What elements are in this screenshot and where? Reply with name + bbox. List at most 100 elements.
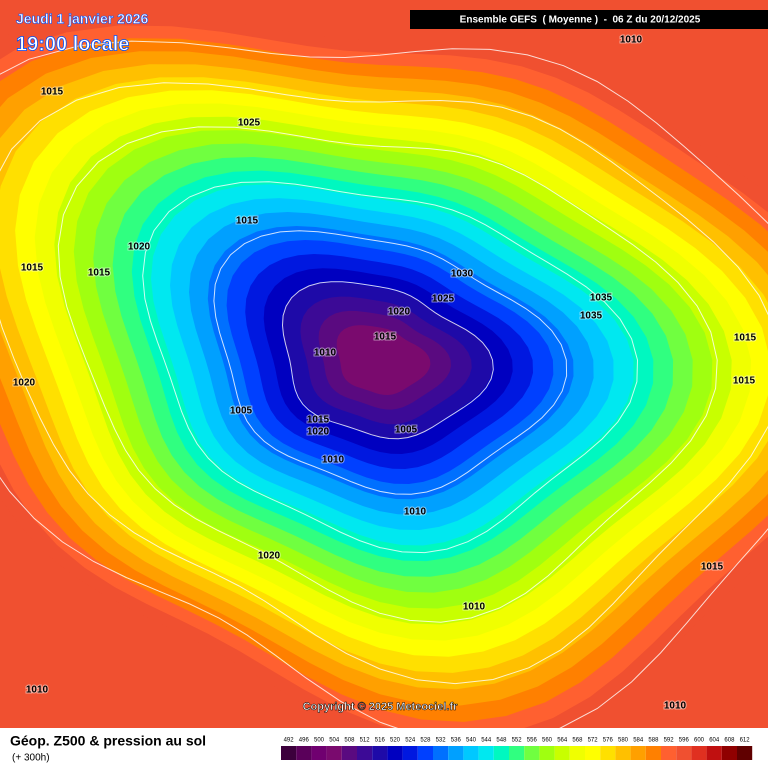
scale-label: 500 — [314, 738, 325, 744]
scale-label: 504 — [329, 738, 340, 744]
scale-swatch — [737, 746, 753, 760]
isobar-label: 1010 — [664, 701, 687, 712]
scale-swatch — [691, 746, 707, 760]
scale-label: 576 — [603, 738, 614, 744]
scale-swatch — [539, 746, 555, 760]
scale-label: 512 — [360, 738, 371, 744]
scale-swatch — [585, 746, 601, 760]
scale-label: 516 — [375, 738, 386, 744]
scale-swatch — [433, 746, 449, 760]
isobar-label: 1015 — [701, 562, 724, 573]
scale-label: 600 — [694, 738, 705, 744]
scale-label: 552 — [512, 738, 523, 744]
scale-swatch — [341, 746, 357, 760]
isobar-label: 1035 — [590, 293, 613, 304]
isobar-line — [281, 281, 494, 440]
forecast-date: Jeudi 1 janvier 2026 — [16, 11, 149, 27]
isobar-label: 1020 — [258, 551, 281, 562]
run-box — [410, 10, 768, 29]
scale-swatch — [448, 746, 464, 760]
forecast-time: 19:00 locale — [16, 33, 129, 55]
isobar-line — [0, 40, 768, 745]
isobar-label: 1015 — [88, 268, 111, 279]
scale-label: 532 — [436, 738, 447, 744]
isobar-label: 1015 — [374, 332, 397, 343]
isobar-label: 1010 — [463, 602, 486, 613]
isobar-label: 1015 — [41, 87, 64, 98]
scale-label: 508 — [344, 738, 355, 744]
isobar-label: 1015 — [733, 376, 756, 387]
scale-swatch — [372, 746, 388, 760]
scale-swatch — [645, 746, 661, 760]
isobar-label: 1015 — [307, 415, 330, 426]
scale-label: 520 — [390, 738, 401, 744]
isobar-line — [57, 126, 718, 623]
scale-swatch — [493, 746, 509, 760]
legend-title: Géop. Z500 & pression au sol — [10, 733, 206, 749]
isobar-line — [0, 82, 768, 685]
scale-swatch — [357, 746, 373, 760]
scale-swatch — [615, 746, 631, 760]
scale-label: 592 — [664, 738, 675, 744]
scale-label: 572 — [588, 738, 599, 744]
scale-label: 556 — [527, 738, 538, 744]
scale-swatch — [600, 746, 616, 760]
scale-label: 596 — [679, 738, 690, 744]
isobar-label: 1005 — [395, 425, 418, 436]
scale-label: 580 — [618, 738, 629, 744]
scale-label: 548 — [496, 738, 507, 744]
isobar-line — [213, 230, 568, 495]
scale-label: 544 — [481, 738, 492, 744]
isobar-label: 1015 — [236, 216, 259, 227]
legend-subtitle: (+ 300h) — [12, 753, 50, 764]
scale-swatch — [296, 746, 312, 760]
scale-swatch — [402, 746, 418, 760]
scale-swatch — [478, 746, 494, 760]
isobar-line — [142, 181, 639, 554]
isobar-label: 1010 — [322, 455, 345, 466]
scale-swatch — [721, 746, 737, 760]
isobar-label: 1010 — [404, 507, 427, 518]
scale-swatch — [387, 746, 403, 760]
scale-swatch — [326, 746, 342, 760]
scale-swatch — [661, 746, 677, 760]
scale-label: 584 — [633, 738, 644, 744]
isobar-label: 1020 — [307, 427, 330, 438]
scale-label: 612 — [740, 738, 751, 744]
scale-label: 564 — [557, 738, 568, 744]
scale-swatch — [630, 746, 646, 760]
scale-label: 528 — [420, 738, 431, 744]
isobar-label: 1015 — [21, 263, 44, 274]
scale-swatch — [509, 746, 525, 760]
scale-label: 604 — [709, 738, 720, 744]
scale-swatch — [417, 746, 433, 760]
scale-label: 540 — [466, 738, 477, 744]
isobar-label: 1010 — [620, 35, 643, 46]
scale-swatch — [706, 746, 722, 760]
isobar-label: 1010 — [314, 348, 337, 359]
isobar-lines — [0, 40, 768, 745]
color-scale: 492 496 500 504 508 512 516 520 524 528 532 536 540 5… — [281, 738, 753, 760]
field-level — [336, 325, 431, 395]
scale-label: 560 — [542, 738, 553, 744]
isobar-label: 1030 — [451, 269, 474, 280]
isobar-label: 1035 — [580, 311, 603, 322]
isobar-label: 1010 — [26, 685, 49, 696]
scale-swatch — [676, 746, 692, 760]
run-info: Ensemble GEFS ( Moyenne ) - 06 Z du 20/1… — [460, 15, 701, 26]
isobar-label: 1020 — [128, 242, 151, 253]
isobar-label: 1020 — [388, 307, 411, 318]
scale-label: 568 — [572, 738, 583, 744]
copyright: Copyright © 2025 Meteociel.fr — [303, 701, 459, 713]
geopotential-field — [0, 12, 768, 755]
scale-label: 608 — [724, 738, 735, 744]
scale-label: 588 — [648, 738, 659, 744]
isobar-label: 1020 — [13, 378, 36, 389]
isobar-label: 1005 — [230, 406, 253, 417]
isobar-label: 1025 — [432, 294, 455, 305]
scale-swatch — [281, 746, 297, 760]
scale-label: 536 — [451, 738, 462, 744]
isobar-label: 1025 — [238, 118, 261, 129]
scale-label: 524 — [405, 738, 416, 744]
